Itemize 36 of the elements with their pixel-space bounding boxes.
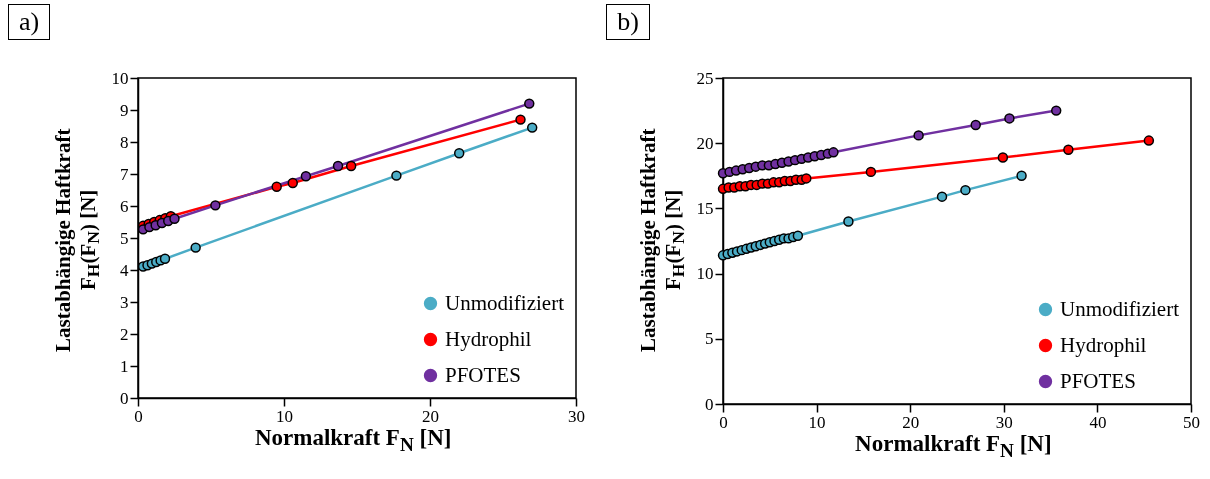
- x-tick-label: 30: [568, 406, 586, 426]
- y-tick-label: 8: [120, 132, 129, 152]
- y-tick-label: 10: [111, 68, 129, 88]
- y-tick-label: 9: [120, 100, 129, 120]
- x-tick-label: 40: [1089, 412, 1107, 432]
- x-tick-label: 10: [808, 412, 826, 432]
- legend-label: Unmodifiziert: [445, 290, 565, 315]
- y-tick-label: 25: [696, 68, 714, 88]
- x-tick-label: 50: [1183, 412, 1201, 432]
- y-tick-label: 3: [120, 292, 129, 312]
- chart-title: b): [606, 4, 650, 40]
- x-tick-label: 20: [902, 412, 920, 432]
- legend-label: PFOTES: [445, 362, 522, 387]
- y-tick-label: 20: [696, 133, 714, 153]
- x-tick-label: 10: [276, 406, 294, 426]
- x-axis-title: Normalkraft F$_{N}$ [N]: [253, 425, 453, 456]
- y-tick-label: 4: [120, 260, 130, 280]
- y-tick-label: 2: [120, 324, 129, 344]
- legend-label: Unmodifiziert: [1060, 296, 1180, 321]
- y-tick-label: 5: [705, 329, 714, 349]
- y-tick-label: 0: [120, 388, 129, 408]
- y-tick-label: 15: [696, 198, 714, 218]
- legend-label: Hydrophil: [1060, 332, 1147, 357]
- y-tick-label: 5: [120, 228, 129, 248]
- x-tick-label: 0: [134, 406, 143, 426]
- x-axis-title: Normalkraft F$_{N}$ [N]: [854, 431, 1053, 462]
- x-tick-label: 20: [422, 406, 440, 426]
- y-tick-label: 10: [696, 264, 714, 284]
- y-tick-label: 6: [120, 196, 129, 216]
- chart-title: a): [8, 4, 51, 40]
- x-tick-label: 0: [719, 412, 729, 432]
- legend-label: Hydrophil: [445, 326, 532, 351]
- y-tick-label: 1: [120, 356, 129, 376]
- x-tick-label: 30: [996, 412, 1014, 432]
- y-tick-label: 7: [120, 164, 130, 184]
- legend-label: PFOTES: [1060, 368, 1137, 393]
